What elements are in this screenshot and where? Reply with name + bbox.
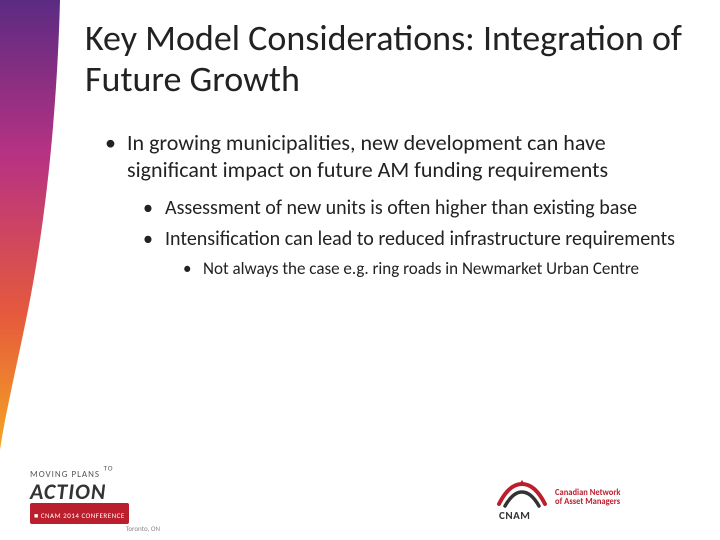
conference-logo: MOVING PLANS TO ACTION ■ CNAM 2014 CONFE… [30,468,200,528]
gradient-sidebar [0,0,60,450]
cnam-mark-icon: CNAM [495,476,549,520]
logo-line3: ■ CNAM 2014 CONFERENCE [34,511,125,520]
bullet-level3: • Not always the case e.g. ring roads in… [183,258,685,279]
bullet-dot-icon: • [183,258,199,279]
logo-line1-suffix: TO [104,463,114,472]
cnam-abbr: CNAM [499,509,530,522]
bullet-level1: • In growing municipalities, new develop… [105,129,685,184]
slide-title: Key Model Considerations: Integration of… [85,18,685,101]
content-area: Key Model Considerations: Integration of… [85,18,685,283]
bullet-dot-icon: • [105,129,123,184]
bullet-text: Assessment of new units is often higher … [165,196,685,221]
slide: Key Model Considerations: Integration of… [0,0,720,540]
bullet-level2: • Assessment of new units is often highe… [143,196,685,221]
bullet-text: Intensification can lead to reduced infr… [165,227,685,252]
logo-banner: ■ CNAM 2014 CONFERENCE [30,503,129,524]
bullet-level2: • Intensification can lead to reduced in… [143,227,685,252]
footer: MOVING PLANS TO ACTION ■ CNAM 2014 CONFE… [0,462,720,540]
logo-line2: ACTION [30,482,200,502]
bullet-dot-icon: • [143,196,161,221]
logo-line4: Toronto, ON [30,524,200,533]
cnam-text: Canadian Network of Asset Managers [555,489,620,507]
cnam-logo: CNAM Canadian Network of Asset Managers [495,473,690,523]
bullet-text: In growing municipalities, new developme… [127,129,685,184]
cnam-line2: of Asset Managers [555,498,620,507]
bullet-dot-icon: • [143,227,161,252]
bullet-text: Not always the case e.g. ring roads in N… [203,258,685,279]
